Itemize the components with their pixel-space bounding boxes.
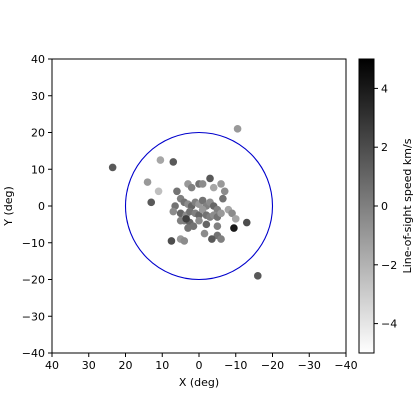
scatter-point (208, 235, 216, 243)
scatter-point (156, 156, 165, 164)
x-tick-label: 0 (196, 359, 203, 372)
scatter-point (209, 183, 218, 192)
y-tick-label: 0 (38, 200, 45, 213)
y-axis-ticks: −40 −30 −20 −10 0 10 20 30 40 (22, 53, 52, 360)
scatter-point (195, 211, 203, 219)
scatter-point (169, 207, 178, 216)
scatter-point (184, 224, 192, 232)
scatter-point (182, 215, 190, 223)
scatter-point (180, 237, 189, 245)
x-tick-label: −40 (334, 359, 357, 372)
x-tick-label: −30 (298, 359, 321, 372)
scatter-point (213, 222, 222, 231)
colorbar (358, 58, 375, 354)
x-tick-label: 30 (82, 359, 96, 372)
y-tick-label: −30 (22, 310, 45, 323)
colorbar-tick-label: −4 (381, 318, 397, 331)
scatter-point (217, 209, 225, 218)
scatter-point (231, 215, 240, 223)
x-axis-label: X (deg) (179, 376, 219, 389)
x-tick-label: 40 (45, 359, 59, 372)
y-tick-label: −40 (22, 347, 45, 360)
y-axis-label: Y (deg) (2, 186, 15, 227)
scatter-point (198, 196, 207, 205)
y-tick-label: 20 (31, 127, 45, 140)
y-tick-label: 40 (31, 53, 45, 66)
colorbar-tick-label: −2 (381, 259, 397, 272)
scatter-point (187, 183, 196, 192)
scatter-point (202, 220, 211, 229)
x-tick-label: −10 (224, 359, 247, 372)
scatter-point (195, 216, 203, 225)
y-tick-label: −20 (22, 274, 45, 287)
scatter-point (253, 272, 262, 280)
scatter-point (173, 187, 181, 196)
x-tick-label: 10 (155, 359, 169, 372)
scatter-point (108, 163, 117, 172)
x-axis-ticks: 40 30 20 10 0 −10 −20 −30 −40 (45, 353, 358, 372)
scatter-point (198, 180, 207, 188)
scatter-point (217, 180, 225, 188)
y-tick-label: 10 (31, 163, 45, 176)
scatter-point (217, 235, 225, 243)
scatter-point (147, 198, 156, 207)
scatter-point (233, 125, 242, 133)
circle-layer (124, 131, 274, 281)
scatter-point (169, 158, 178, 166)
y-tick-label: −10 (22, 237, 45, 250)
scatter-point (154, 187, 163, 196)
y-tick-label: 30 (31, 90, 45, 103)
scatter-point (220, 187, 229, 196)
colorbar-tick-label: 0 (381, 200, 388, 213)
colorbar-tick-label: 2 (381, 141, 388, 154)
scatter-point (167, 237, 176, 245)
scatter-point (219, 194, 227, 203)
scatter-point (143, 178, 152, 186)
scatter-point (242, 218, 251, 227)
colorbar-label: Line-of-sight speed km/s (401, 138, 414, 273)
scatter-point (200, 229, 209, 238)
scatter-point (228, 209, 236, 218)
colorbar-ticks: −4 −2 0 2 4 (374, 82, 397, 331)
points-layer (108, 125, 262, 280)
scatter-point (198, 205, 207, 214)
colorbar-tick-label: 4 (381, 82, 388, 95)
x-tick-label: 20 (119, 359, 133, 372)
scatter-point (206, 174, 214, 183)
x-tick-label: −20 (261, 359, 284, 372)
scatter-point (230, 224, 238, 232)
reference-circle (124, 131, 274, 281)
